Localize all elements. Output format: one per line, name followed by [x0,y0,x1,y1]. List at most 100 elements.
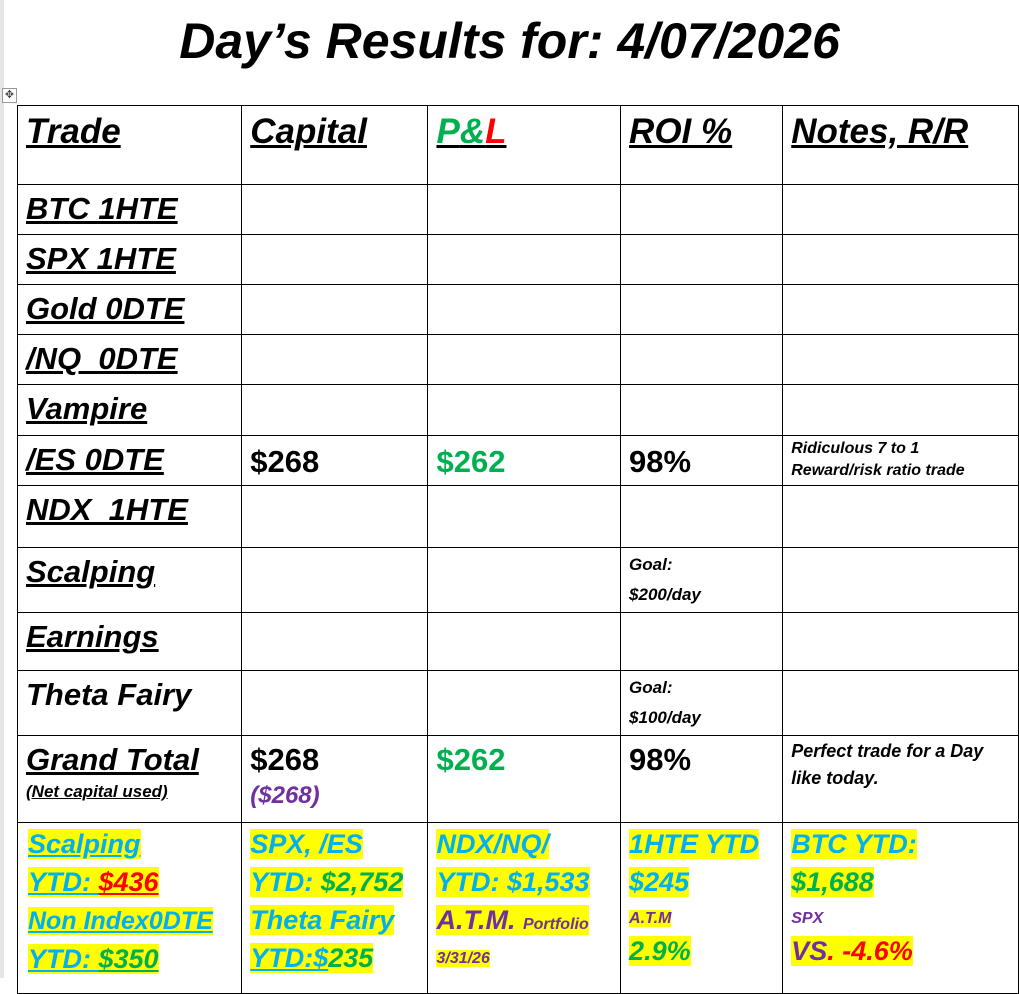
roi-cell [620,184,784,235]
theta-ytd-value: 235 [328,943,374,973]
header-capital: Capital [241,105,429,185]
notes-cell [782,670,1019,736]
table-row: Theta Fairy Goal: $100/day [16,670,1019,736]
roi-cell: 98% [620,435,784,486]
pnl-cell: $262 [427,435,622,486]
table-row: SPX 1HTE [16,234,1019,285]
notes-cell: Ridiculous 7 to 1 Reward/risk ratio trad… [782,435,1019,486]
hte-ytd-cell: 1HTE YTD $245 A.T.M 2.9% [620,822,784,994]
pnl-cell [427,384,622,436]
notes-cell [782,384,1019,436]
spx-label: SPX, /ES [250,829,363,859]
portfolio-label: Portfolio [522,916,589,933]
capital-cell [241,547,429,613]
table-row: Earnings [16,612,1019,671]
capital-cell [241,612,429,671]
spx-ytd-value: $2,752 [320,867,404,897]
pnl-p: P [436,112,460,151]
pnl-cell [427,547,622,613]
ndx-ytd-value: YTD: $1,533 [436,867,590,897]
pnl-cell [427,612,622,671]
pnl-cell [427,234,622,285]
grand-total-roi: 98% [620,735,784,823]
roi-cell [620,284,784,335]
trade-cell: /ES 0DTE [16,435,243,486]
pnl-cell [427,184,622,235]
scalping-ytd-cell: Scalping YTD: $436 Non Index0DTE YTD: $3… [16,822,243,994]
page-title: Day’s Results for: 4/07/2026 [179,13,840,69]
grand-total-label: Grand Total [26,742,199,777]
pnl-l: L [485,112,507,151]
notes-cell [782,284,1019,335]
roi-cell [620,384,784,436]
notes-cell [782,612,1019,671]
table-move-handle-icon[interactable]: ✥ [2,88,17,103]
capital-cell [241,334,429,385]
nonindex-ytd-value: $350 [98,944,159,974]
ytd-label: YTD:$ [250,943,329,973]
spx-ytd-cell: SPX, /ES YTD: $2,752 Theta Fairy YTD:$23… [241,822,429,994]
header-pnl: P&L [427,105,622,185]
trade-cell: Scalping [16,547,243,613]
roi-cell [620,234,784,285]
spx-small-label: SPX [791,910,824,927]
grand-total-pnl: $262 [427,735,622,823]
capital-cell [241,485,429,548]
notes-cell [782,485,1019,548]
ytd-label: YTD: [28,944,99,974]
pnl-cell [427,670,622,736]
trade-cell: BTC 1HTE [16,184,243,235]
table-row: NDX 1HTE [16,485,1019,548]
table-row: BTC 1HTE [16,184,1019,235]
atm-date: 3/31/26 [436,950,490,967]
trade-cell: Earnings [16,612,243,671]
notes-cell [782,184,1019,235]
results-table: Trade Capital P&L ROI % Notes, R/R BTC 1… [16,105,1019,994]
roi-cell [620,485,784,548]
capital-cell [241,284,429,335]
pnl-cell [427,284,622,335]
scalping-ytd-value: $436 [98,867,159,897]
grand-total-capital: $268 [250,742,320,777]
roi-cell [620,612,784,671]
btc-ytd-cell: BTC YTD: $1,688 SPX VS. -4.6% [782,822,1019,994]
notes-cell [782,547,1019,613]
ytd-label: YTD: [250,867,321,897]
btc-ytd-value: $1,688 [791,867,874,897]
header-notes: Notes, R/R [782,105,1019,185]
capital-cell: $268 [241,435,429,486]
table-row: Scalping Goal: $200/day [16,547,1019,613]
capital-cell [241,234,429,285]
hte-label: 1HTE YTD [629,829,760,859]
notes-cell [782,334,1019,385]
trade-cell: Gold 0DTE [16,284,243,335]
spx-vs-value: -4.6% [834,936,913,966]
scalping-label: Scalping [28,829,141,859]
ytd-row: Scalping YTD: $436 Non Index0DTE YTD: $3… [16,822,1019,994]
grand-total-notes: Perfect trade for a Day like today. [782,735,1019,823]
trade-cell: Vampire [16,384,243,436]
atm-label: A.T.M. [436,905,516,935]
trade-cell: Theta Fairy [16,670,243,736]
net-capital-label: (Net capital used) [26,782,168,801]
left-margin [0,0,4,978]
theta-label: Theta Fairy [250,905,395,935]
capital-cell [241,670,429,736]
pnl-cell [427,485,622,548]
net-capital-value: ($268) [250,782,320,809]
capital-cell [241,184,429,235]
nonindex-label: Non Index0DTE [28,907,213,935]
header-trade: Trade [16,105,243,185]
trade-cell: SPX 1HTE [16,234,243,285]
vs-label: VS [791,936,828,966]
hte-atm-label: A.T.M [629,910,672,927]
vs-dot: . [827,936,835,966]
hte-ytd-value: $245 [629,867,690,897]
hte-atm-pct: 2.9% [629,936,691,966]
goal-label: Goal: [629,678,673,697]
table-row: Vampire [16,384,1019,436]
roi-goal-cell: Goal: $200/day [620,547,784,613]
grand-total-label-cell: Grand Total (Net capital used) [16,735,243,823]
ndx-label: NDX/NQ/ [436,829,549,859]
header-roi: ROI % [620,105,784,185]
